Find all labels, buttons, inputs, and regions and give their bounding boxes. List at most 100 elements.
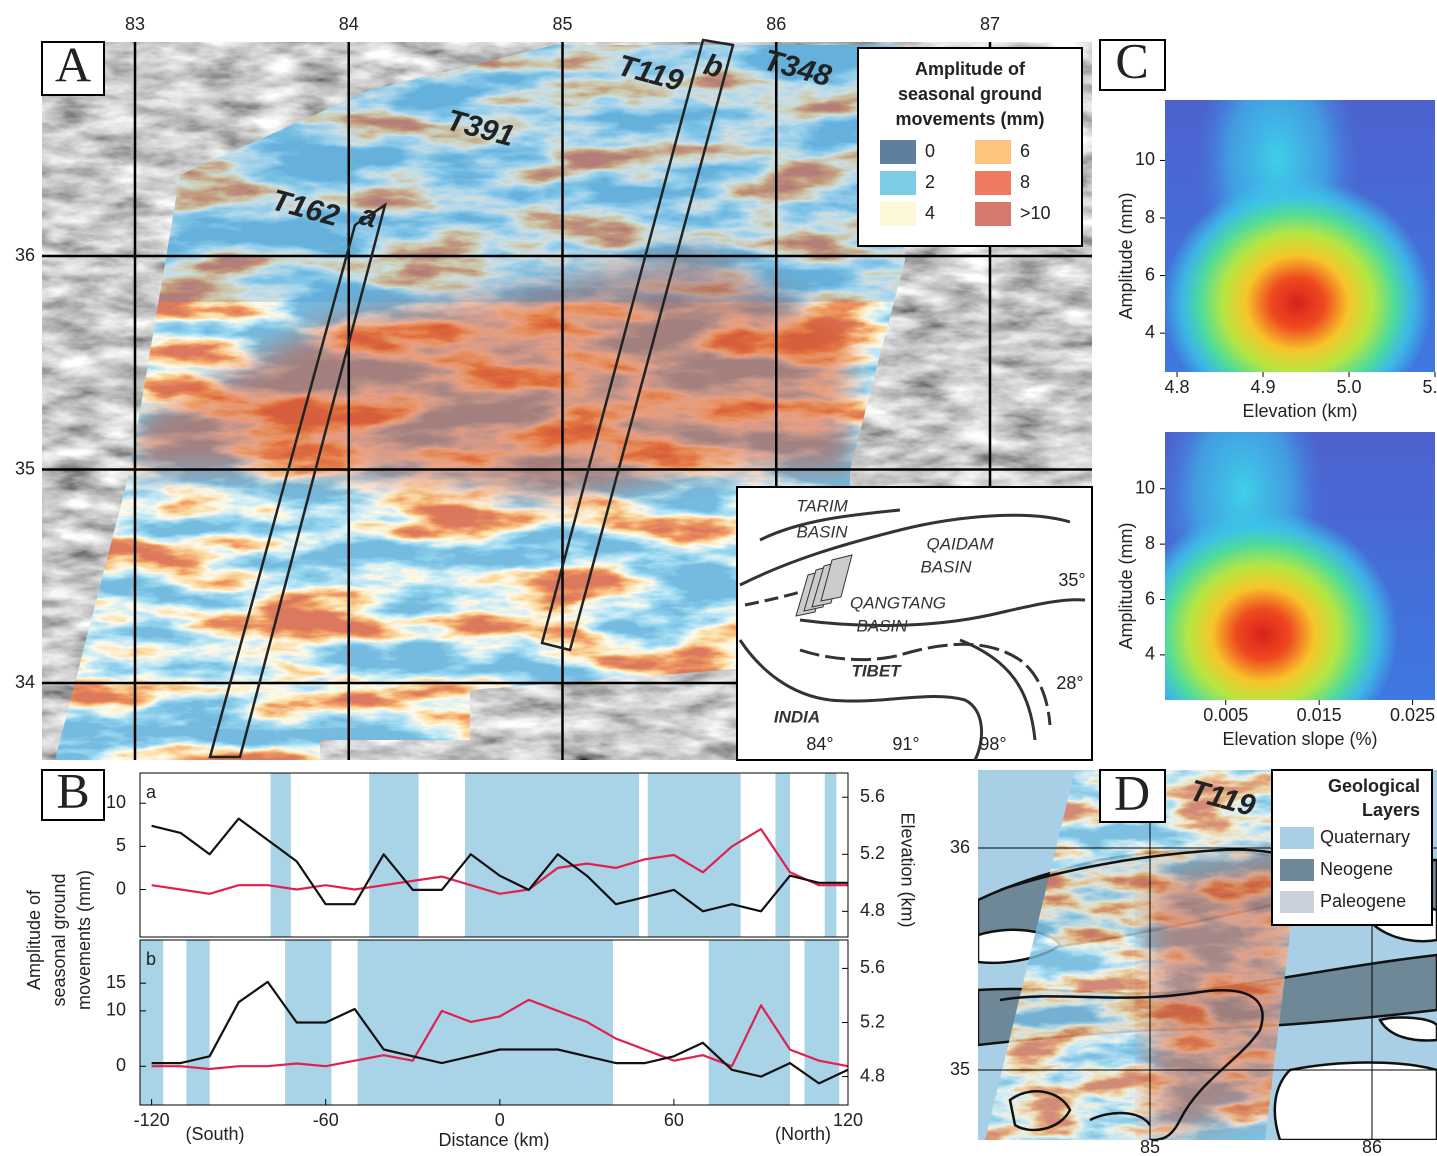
panel-letter: A [55,36,91,92]
amplitude-hot-band [130,250,850,500]
legend-label: 2 [925,172,935,192]
legend-label: Quaternary [1320,827,1410,847]
y2-axis-label: Elevation (km) [897,812,917,927]
lat-tick-label: 36 [15,245,35,265]
legend-label: 8 [1020,172,1030,192]
y-tick-label: 0 [116,878,126,898]
y2-tick-label: 4.8 [860,1065,885,1085]
y-tick-label: 10 [106,1000,126,1020]
inset-lat-label: 28° [1056,673,1083,693]
x-tick-label: 5.0 [1336,377,1361,397]
y-tick-label: 4 [1145,644,1155,664]
x-axis-label: Elevation (km) [1242,401,1357,421]
panel-letter-box [1099,769,1166,823]
shaded-interval [270,773,291,937]
legend-swatch [880,171,916,195]
lon-tick-label: 84 [339,14,359,34]
x-tick-label: 0.025 [1390,705,1435,725]
inset-label: INDIA [774,707,820,726]
legend-swatch [880,202,916,226]
legend-title: Geological [1328,776,1420,796]
lat-tick-label: 35 [950,1059,970,1079]
elevation-line [151,980,849,1085]
inset-label: BASIN [920,557,972,576]
lon-tick-label: 86 [766,14,786,34]
y-axis-label: Amplitude (mm) [1116,192,1136,319]
lon-tick-label: 85 [552,14,572,34]
inset-label: TIBET [851,661,902,680]
y-tick-label: 10 [1135,478,1155,498]
legend-swatch [1280,827,1314,849]
x-tick-label: 0 [495,1110,505,1130]
y-axis-label: Amplitude (mm) [1116,522,1136,649]
inset-lon-label: 84° [806,734,833,754]
y-tick-label: 0 [116,1055,126,1075]
y-axis-label: Amplitude of [24,889,44,990]
y2-tick-label: 5.6 [860,786,885,806]
inset-label: QAIDAM [926,534,994,553]
legend-swatch [1280,891,1314,913]
x-tick-label: 60 [664,1110,684,1130]
inset-label: TARIM [796,496,848,515]
legend-label: Neogene [1320,859,1393,879]
x-axis-label: Distance (km) [438,1130,549,1150]
legend-label: 0 [925,141,935,161]
inset-label: QANGTANG [850,593,946,612]
legend-title: Layers [1362,800,1420,820]
shaded-interval [186,940,210,1105]
x-axis-label: Elevation slope (%) [1222,729,1377,749]
lat-tick-label: 36 [950,837,970,857]
inset-lon-label: 98° [979,734,1006,754]
y-tick-label: 4 [1145,322,1155,342]
inset-label: BASIN [796,522,848,541]
shaded-interval [357,940,613,1105]
legend-swatch [880,140,916,164]
lon-tick-label: 86 [1362,1137,1382,1156]
x-tick-label: 0.005 [1203,705,1248,725]
x-tick-label: 5.1 [1422,377,1437,397]
annotation: (South) [185,1124,244,1144]
inset-faults [738,508,1086,761]
y-tick-label: 10 [106,792,126,812]
lon-tick-label: 85 [1140,1137,1160,1156]
legend-title: seasonal ground [898,84,1042,104]
x-tick-label: 0.015 [1297,705,1342,725]
x-tick-label: -60 [313,1110,339,1130]
lat-tick-label: 34 [15,672,35,692]
annotation: (North) [775,1124,831,1144]
y2-tick-label: 5.2 [860,1011,885,1031]
panel-letter-box [41,769,105,821]
elevation-line [151,817,848,913]
density-peak [1165,509,1399,700]
shaded-interval [824,773,837,937]
panel-letter: D [1114,764,1150,820]
density-peak [1165,177,1433,372]
lon-tick-label: 83 [125,14,145,34]
legend-title: Amplitude of [915,59,1026,79]
x-tick-label: -120 [134,1110,170,1130]
shaded-interval [804,940,840,1105]
panel-letter: B [56,762,89,818]
shaded-interval [369,773,419,937]
legend-label: >10 [1020,203,1051,223]
plot-frame [139,772,849,938]
legend-swatch [975,171,1011,195]
panel-letter: C [1115,32,1148,88]
x-tick-label: 4.9 [1251,377,1276,397]
amplitude-line [151,998,849,1071]
panel-c: 4 6 8 10 4.8 4.9 5.0 5.1 Elevation (km) Amplitude… [1099,32,1437,749]
legend-label: 6 [1020,141,1030,161]
y-axis-label: movements (mm) [74,870,94,1010]
profile-label: a [146,782,157,802]
lon-tick-label: 87 [980,14,1000,34]
y-tick-label: 6 [1145,264,1155,284]
profile-label: b [146,949,156,969]
profile-b-box [540,38,735,652]
lat-tick-label: 35 [15,458,35,478]
legend-title: movements (mm) [895,109,1044,129]
panel-letter-box [1099,39,1166,91]
inset-label: BASIN [856,616,908,635]
